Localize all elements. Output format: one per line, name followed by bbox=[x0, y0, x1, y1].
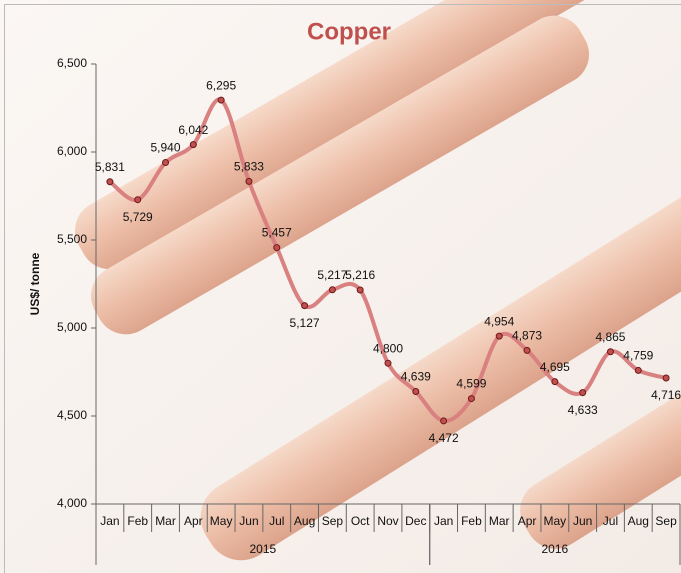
x-tick-label: Oct bbox=[351, 514, 370, 528]
y-tick-label: 5,000 bbox=[57, 320, 87, 334]
marker bbox=[134, 196, 142, 204]
y-tick-label: 6,500 bbox=[57, 56, 87, 70]
data-label: 5,216 bbox=[345, 268, 375, 282]
x-tick-label: Apr bbox=[184, 514, 203, 528]
x-tick-label: Nov bbox=[377, 514, 398, 528]
x-tick-label: Jul bbox=[603, 514, 618, 528]
data-label: 4,865 bbox=[595, 330, 625, 344]
marker bbox=[579, 389, 587, 397]
group-label: 2015 bbox=[250, 542, 277, 556]
x-tick-label: Mar bbox=[489, 514, 510, 528]
frame bbox=[4, 4, 681, 573]
marker bbox=[662, 374, 670, 382]
data-label: 6,295 bbox=[206, 78, 236, 92]
x-tick-label: Jan bbox=[434, 514, 453, 528]
data-label: 4,695 bbox=[540, 360, 570, 374]
x-tick-label: May bbox=[544, 514, 567, 528]
data-label: 5,457 bbox=[262, 226, 292, 240]
x-tick-label: Jan bbox=[100, 514, 119, 528]
x-tick-label: Jul bbox=[269, 514, 284, 528]
data-label: 4,759 bbox=[623, 349, 653, 363]
marker bbox=[189, 141, 197, 149]
line bbox=[108, 97, 667, 423]
marker bbox=[217, 96, 225, 104]
data-label: 5,127 bbox=[290, 316, 320, 330]
x-tick-label: Sep bbox=[655, 514, 677, 528]
marker bbox=[301, 302, 309, 310]
copper-bars bbox=[75, 0, 681, 561]
chart-title: Copper bbox=[307, 18, 391, 45]
data-label: 5,831 bbox=[95, 160, 125, 174]
marker bbox=[356, 286, 364, 294]
marker bbox=[384, 359, 392, 367]
group-label: 2016 bbox=[542, 542, 569, 556]
x-tick-label: Aug bbox=[628, 514, 649, 528]
y-tick-label: 4,500 bbox=[57, 408, 87, 422]
marker bbox=[467, 395, 475, 403]
x-tick-label: Sep bbox=[322, 514, 344, 528]
x-tick-label: Apr bbox=[518, 514, 537, 528]
data-label: 4,472 bbox=[429, 431, 459, 445]
data-label: 5,940 bbox=[151, 141, 181, 155]
x-tick-label: Aug bbox=[294, 514, 315, 528]
data-label: 5,217 bbox=[317, 268, 347, 282]
marker bbox=[162, 159, 170, 167]
x-tick-label: Jun bbox=[239, 514, 258, 528]
x-tick-label: Feb bbox=[127, 514, 148, 528]
y-axis-label: US$/ tonne bbox=[28, 252, 42, 315]
marker bbox=[106, 178, 114, 186]
marker bbox=[273, 244, 281, 252]
data-label: 4,716 bbox=[651, 388, 681, 402]
marker bbox=[495, 332, 503, 340]
marker bbox=[440, 417, 448, 425]
marker bbox=[523, 346, 531, 354]
y-tick-label: 4,000 bbox=[57, 496, 87, 510]
y-tick-label: 5,500 bbox=[57, 232, 87, 246]
data-label: 4,954 bbox=[484, 314, 514, 328]
x-tick-label: Dec bbox=[405, 514, 426, 528]
x-tick-label: Feb bbox=[461, 514, 482, 528]
marker bbox=[412, 388, 420, 396]
x-tick-label: Mar bbox=[155, 514, 176, 528]
marker bbox=[634, 366, 642, 374]
marker bbox=[328, 286, 336, 294]
data-label: 4,633 bbox=[568, 403, 598, 417]
x-tick-label: May bbox=[210, 514, 233, 528]
marker bbox=[606, 348, 614, 356]
data-label: 4,873 bbox=[512, 329, 542, 343]
marker bbox=[245, 177, 253, 185]
data-label: 6,042 bbox=[178, 123, 208, 137]
y-tick-label: 6,000 bbox=[57, 144, 87, 158]
marker bbox=[551, 378, 559, 386]
data-label: 4,639 bbox=[401, 370, 431, 384]
data-label: 4,599 bbox=[456, 377, 486, 391]
data-label: 4,800 bbox=[373, 341, 403, 355]
data-label: 5,833 bbox=[234, 160, 264, 174]
data-label: 5,729 bbox=[123, 210, 153, 224]
x-tick-label: Jun bbox=[573, 514, 592, 528]
